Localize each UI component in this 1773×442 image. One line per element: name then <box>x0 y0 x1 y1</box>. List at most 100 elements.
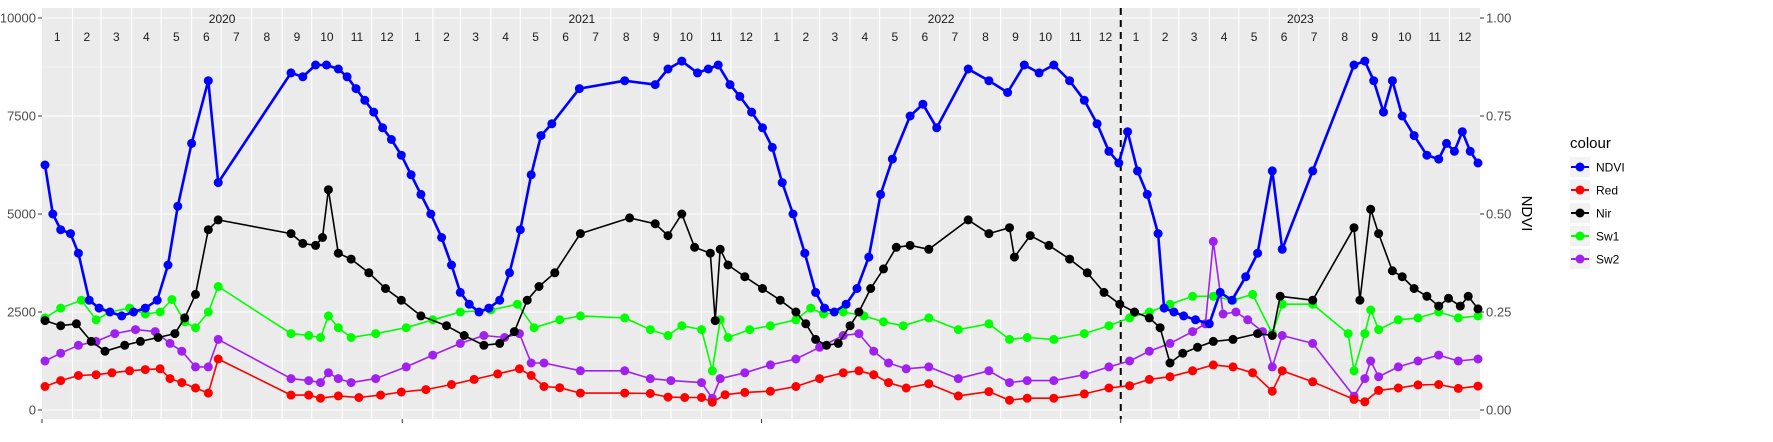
point-sw2 <box>1308 338 1318 348</box>
point-nir <box>323 185 333 195</box>
month-label: 12 <box>1458 30 1472 44</box>
point-sw2 <box>40 356 50 366</box>
point-nir <box>509 327 519 337</box>
month-label: 8 <box>623 30 630 44</box>
point-sw2 <box>645 374 655 384</box>
point-ndvi <box>1104 146 1114 156</box>
point-sw2 <box>953 374 963 384</box>
point-sw1 <box>1473 311 1483 321</box>
point-nir <box>1374 229 1384 239</box>
point-nir <box>758 284 767 293</box>
point-sw2 <box>575 366 585 376</box>
point-ndvi <box>1253 248 1263 258</box>
month-label: 2 <box>1162 30 1169 44</box>
point-sw2 <box>213 334 223 344</box>
point-ndvi <box>1092 119 1102 129</box>
month-label: 8 <box>264 30 271 44</box>
point-nir <box>1009 252 1019 262</box>
point-nir <box>416 311 426 321</box>
right-tick-label: 0.25 <box>1486 305 1511 320</box>
point-nir <box>1434 301 1444 311</box>
month-label: 9 <box>653 30 660 44</box>
point-ndvi <box>48 209 58 219</box>
legend-label-ndvi: NDVI <box>1596 161 1625 175</box>
left-tick-label: 5000 <box>7 207 36 222</box>
point-sw1 <box>838 307 848 317</box>
point-sw2 <box>1079 370 1089 380</box>
point-sw2 <box>791 354 801 364</box>
point-nir <box>775 295 785 305</box>
point-sw2 <box>1022 376 1032 386</box>
point-nir <box>1208 336 1218 346</box>
point-nir <box>56 321 66 331</box>
point-sw1 <box>1360 329 1370 339</box>
series-ndvi <box>40 56 1483 329</box>
point-ndvi <box>378 123 388 133</box>
point-red <box>575 388 585 398</box>
point-sw2 <box>286 374 296 384</box>
point-ndvi <box>495 295 505 305</box>
month-label: 3 <box>472 30 479 44</box>
point-ndvi <box>66 229 75 239</box>
month-label: 2 <box>802 30 809 44</box>
point-sw2 <box>1104 362 1114 372</box>
point-sw1 <box>791 315 801 325</box>
point-red <box>421 385 431 395</box>
point-ndvi <box>852 284 862 293</box>
point-ndvi <box>526 170 536 180</box>
point-nir <box>1253 329 1263 339</box>
point-nir <box>791 307 801 317</box>
point-sw1 <box>91 315 101 325</box>
point-red <box>740 387 750 397</box>
point-ndvi <box>455 287 465 297</box>
point-nir <box>854 307 864 317</box>
point-ndvi <box>932 123 942 133</box>
month-label: 10 <box>680 30 694 44</box>
point-nir <box>346 254 356 264</box>
point-ndvi <box>515 225 525 235</box>
point-sw1 <box>663 331 673 340</box>
point-ndvi <box>905 111 915 121</box>
point-nir <box>1044 240 1054 250</box>
month-label: 8 <box>982 30 989 44</box>
point-red <box>1005 395 1014 405</box>
point-sw2 <box>1208 236 1218 246</box>
point-ndvi <box>725 80 735 90</box>
point-red <box>884 378 893 388</box>
point-nir <box>1193 342 1202 352</box>
point-ndvi <box>767 142 777 152</box>
point-red <box>177 378 187 388</box>
point-ndvi <box>1473 158 1483 168</box>
month-label: 11 <box>1069 30 1082 44</box>
point-nir <box>677 209 687 219</box>
point-sw2 <box>131 325 140 335</box>
point-red <box>376 390 386 400</box>
point-ndvi <box>203 76 213 86</box>
point-sw2 <box>1413 356 1423 366</box>
month-label: 6 <box>203 30 210 44</box>
point-nir <box>1308 295 1318 305</box>
right-tick-label: 0.50 <box>1486 207 1511 222</box>
month-label: 6 <box>562 30 569 44</box>
point-nir <box>963 215 973 225</box>
point-nir <box>479 340 489 350</box>
point-red <box>953 391 963 401</box>
point-ndvi <box>464 299 474 309</box>
point-sw1 <box>346 333 356 342</box>
point-ndvi <box>1369 76 1379 86</box>
month-label: 12 <box>380 30 394 44</box>
left-tick-label: 2500 <box>7 305 36 320</box>
point-nir <box>442 321 451 331</box>
point-ndvi <box>94 303 104 313</box>
point-nir <box>213 215 223 225</box>
point-sw2 <box>479 331 489 340</box>
point-ndvi <box>1191 315 1200 325</box>
point-sw2 <box>901 364 911 374</box>
point-ndvi <box>1241 272 1251 282</box>
point-nir <box>534 282 544 291</box>
point-ndvi <box>1397 111 1407 121</box>
point-nir <box>1444 293 1453 303</box>
point-nir <box>191 289 200 299</box>
point-sw2 <box>346 378 356 388</box>
point-ndvi <box>735 91 745 101</box>
